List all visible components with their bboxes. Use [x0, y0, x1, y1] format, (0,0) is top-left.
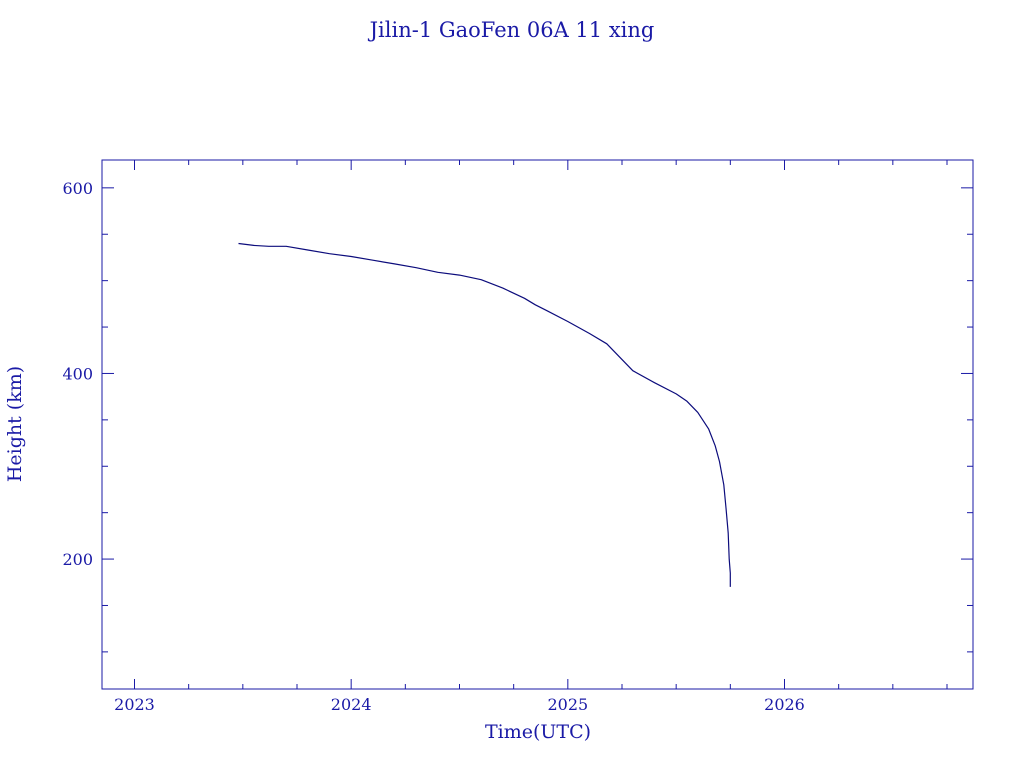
- x-axis-label: Time(UTC): [485, 721, 591, 743]
- x-tick-label: 2025: [547, 695, 588, 714]
- chart-title: Jilin-1 GaoFen 06A 11 xing: [368, 18, 655, 42]
- y-tick-label: 400: [62, 364, 93, 383]
- plot-frame: [101, 159, 974, 690]
- x-tick-label: 2024: [331, 695, 372, 714]
- height-series-line: [238, 242, 731, 587]
- x-tick-label: 2026: [764, 695, 805, 714]
- y-axis-label: Height (km): [4, 366, 26, 482]
- x-tick-label: 2023: [114, 695, 155, 714]
- y-tick-label: 600: [62, 179, 93, 198]
- y-tick-label: 200: [62, 550, 93, 569]
